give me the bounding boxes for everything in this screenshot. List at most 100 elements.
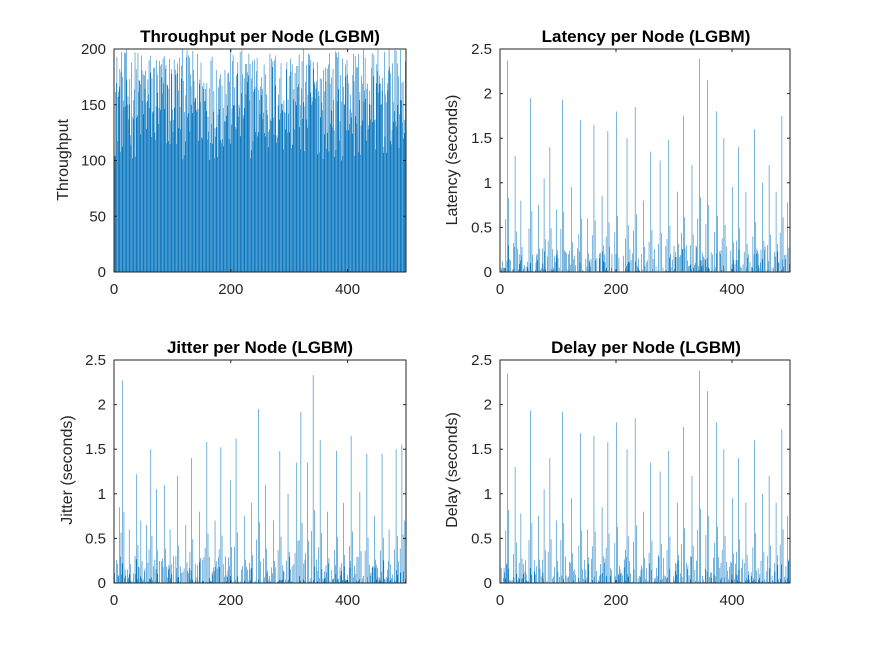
jitter-bar <box>183 568 185 583</box>
delay-bar <box>528 539 530 583</box>
delay-bar <box>504 572 505 583</box>
jitter-bar <box>302 579 304 583</box>
delay-bar <box>681 543 682 583</box>
delay-bar <box>714 542 715 583</box>
jitter-bar <box>361 578 363 583</box>
delay-bar <box>681 577 683 583</box>
throughput-bar <box>302 49 304 273</box>
throughput-bar <box>291 64 293 272</box>
jitter-plot-area <box>113 359 407 584</box>
latency-bar <box>637 267 639 272</box>
delay-bar <box>582 569 583 583</box>
throughput-bar <box>298 54 300 272</box>
latency-bar <box>517 248 518 272</box>
throughput-bar <box>270 119 271 272</box>
throughput-bar <box>268 131 270 272</box>
throughput-bar <box>370 119 371 273</box>
latency-x-tick-label: 0 <box>496 281 504 298</box>
latency-bar <box>736 240 737 272</box>
throughput-bar <box>183 80 184 273</box>
jitter-bar <box>263 558 264 583</box>
delay-bar <box>591 546 593 583</box>
latency-bar <box>604 254 605 272</box>
delay-bar <box>768 581 769 583</box>
delay-bar <box>692 545 694 583</box>
throughput-bar <box>158 123 159 273</box>
throughput-bar <box>215 136 216 272</box>
latency-bar <box>686 245 688 272</box>
latency-bar <box>788 247 790 272</box>
delay-bar <box>647 580 649 583</box>
throughput-bar <box>180 78 182 273</box>
throughput-bar <box>285 129 286 272</box>
jitter-bar <box>350 435 352 583</box>
throughput-bar <box>199 79 201 272</box>
latency-bar <box>711 270 712 272</box>
latency-bar <box>660 232 662 272</box>
jitter-bar <box>324 578 326 583</box>
latency-bar <box>732 259 734 272</box>
throughput-bar <box>218 109 220 272</box>
throughput-bar <box>232 55 234 272</box>
jitter-bar <box>377 577 379 583</box>
throughput-bar <box>288 76 290 272</box>
jitter-bar <box>372 566 373 583</box>
throughput-bar <box>264 74 266 272</box>
delay-bar <box>538 516 539 583</box>
jitter-bar <box>197 580 199 583</box>
delay-bar <box>568 576 569 583</box>
delay-bar <box>759 577 760 583</box>
jitter-bar <box>314 510 315 583</box>
throughput-bar <box>173 119 174 273</box>
latency-bar <box>696 247 697 272</box>
latency-bar <box>759 267 761 272</box>
throughput-bar <box>348 130 350 272</box>
latency-bar <box>535 270 536 272</box>
throughput-bar <box>365 98 366 272</box>
jitter-bar <box>336 450 337 583</box>
delay-bar <box>713 558 714 583</box>
latency-bar <box>508 198 509 272</box>
throughput-bar <box>177 63 178 272</box>
latency-bar <box>705 259 706 272</box>
jitter-y-tick-label: 0 <box>98 575 106 592</box>
latency-bar <box>515 231 517 272</box>
throughput-bar <box>323 69 324 272</box>
latency-bar <box>751 267 752 272</box>
jitter-bar <box>287 493 289 583</box>
jitter-bar <box>397 575 399 583</box>
latency-bar <box>582 270 583 272</box>
throughput-bar <box>353 53 354 272</box>
delay-bar <box>585 569 587 583</box>
jitter-bar <box>304 559 306 583</box>
jitter-bar <box>117 564 118 583</box>
jitter-bar <box>115 581 117 583</box>
latency-bar <box>616 111 617 272</box>
jitter-bar <box>159 561 160 583</box>
jitter-bar <box>344 554 345 583</box>
latency-bar <box>699 260 701 272</box>
delay-bar <box>616 422 617 583</box>
throughput-bar <box>301 61 303 272</box>
delay-bar <box>542 572 544 583</box>
throughput-bar <box>289 132 291 272</box>
delay-bar <box>775 502 777 583</box>
latency-bar <box>760 262 761 272</box>
jitter-bar <box>333 578 334 583</box>
latency-bar <box>695 262 696 272</box>
latency-bar <box>567 269 569 272</box>
jitter-bar <box>332 579 334 583</box>
throughput-bar <box>396 126 397 272</box>
latency-bar <box>732 187 733 272</box>
delay-bar <box>584 559 585 583</box>
jitter-bar <box>352 531 353 583</box>
jitter-bar <box>145 581 147 583</box>
jitter-bar <box>384 578 385 583</box>
throughput-bar <box>143 114 145 273</box>
throughput-bar <box>390 140 392 272</box>
jitter-bar <box>341 562 343 583</box>
delay-bar <box>524 571 526 583</box>
throughput-bar <box>184 141 186 272</box>
latency-bar <box>544 251 545 272</box>
throughput-bar <box>116 82 117 272</box>
